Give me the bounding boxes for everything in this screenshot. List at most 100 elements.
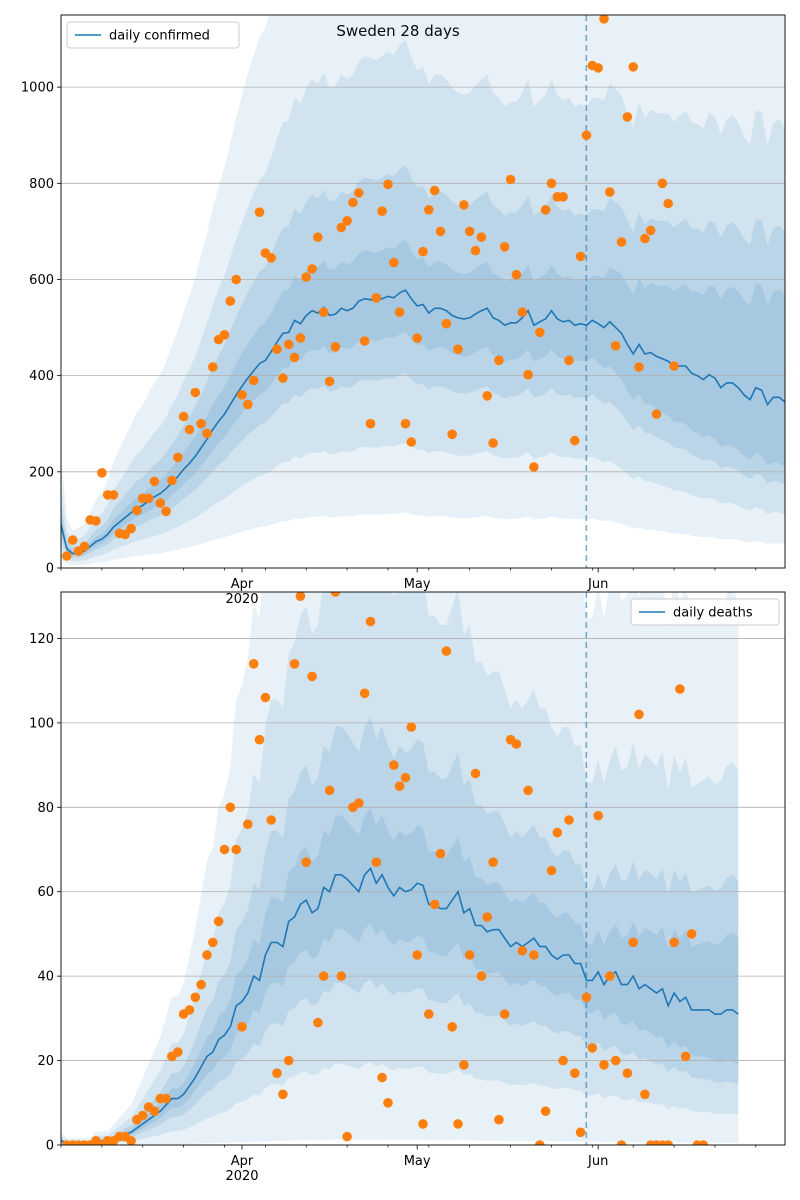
observed-point	[126, 1136, 136, 1145]
observed-point	[266, 815, 277, 825]
uncertainty-band	[61, 165, 785, 558]
observed-point	[605, 971, 615, 981]
observed-point	[108, 490, 119, 500]
plot-area	[61, 15, 785, 568]
observed-point	[254, 734, 265, 745]
observed-point	[330, 592, 341, 597]
observed-point	[301, 857, 312, 867]
observed-point	[313, 1017, 323, 1028]
observed-point	[389, 760, 399, 770]
y-tick-label: 100	[29, 716, 54, 731]
observed-point	[453, 1119, 463, 1129]
observed-point	[62, 551, 72, 561]
observed-point	[412, 333, 423, 343]
observed-point	[581, 992, 592, 1003]
observed-point	[149, 476, 160, 487]
observed-point	[272, 1068, 282, 1078]
axes-frame	[60, 14, 786, 569]
observed-point	[318, 307, 329, 318]
observed-point	[634, 709, 644, 720]
observed-point	[237, 1022, 247, 1032]
observed-point	[266, 252, 277, 263]
observed-point	[610, 1055, 621, 1066]
observed-point	[359, 688, 370, 699]
observed-point	[313, 232, 323, 242]
observed-point	[260, 692, 271, 703]
observed-point	[318, 971, 329, 981]
observed-point	[435, 226, 446, 237]
observed-point	[599, 15, 609, 24]
observed-point	[535, 327, 545, 338]
observed-point	[669, 937, 679, 948]
observed-point	[564, 355, 574, 366]
observed-point	[610, 341, 621, 351]
observed-point	[698, 1140, 709, 1145]
legend-box	[630, 598, 780, 626]
observed-point	[616, 237, 627, 247]
observed-point	[143, 493, 154, 504]
observed-point	[243, 819, 253, 829]
median-line	[61, 289, 785, 555]
observed-point	[283, 1055, 294, 1066]
observed-point	[517, 946, 528, 956]
observed-point	[552, 827, 563, 838]
observed-point	[587, 1043, 598, 1053]
observed-point	[470, 768, 481, 779]
observed-point	[295, 333, 306, 343]
observed-point	[429, 185, 440, 196]
observed-point	[295, 592, 306, 601]
observed-point	[225, 802, 236, 813]
uncertainty-band	[61, 240, 785, 556]
observed-point	[511, 739, 522, 749]
y-tick-label: 800	[29, 177, 54, 192]
observed-point	[651, 409, 662, 419]
observed-point	[540, 205, 551, 215]
y-tick-label: 80	[37, 801, 54, 816]
observed-point	[622, 112, 633, 122]
observed-point	[389, 257, 399, 268]
observed-point	[225, 296, 236, 306]
uncertainty-band	[61, 39, 785, 562]
observed-point	[593, 63, 603, 73]
observed-point	[283, 339, 294, 350]
observed-point	[441, 318, 452, 329]
observed-point	[307, 264, 317, 274]
observed-point	[575, 251, 586, 262]
observed-point	[663, 198, 673, 209]
legend: daily deaths	[630, 598, 780, 626]
legend-label: daily confirmed	[109, 29, 210, 44]
observed-point	[634, 362, 644, 372]
observed-point	[196, 418, 206, 429]
observed-point	[219, 844, 230, 855]
observed-point	[435, 848, 446, 859]
observed-point	[529, 950, 539, 960]
observed-point	[307, 671, 317, 682]
observed-point	[447, 1022, 458, 1032]
uncertainty-band	[61, 592, 739, 1145]
observed-point	[394, 781, 405, 791]
observed-point	[464, 950, 475, 960]
observed-point	[488, 857, 498, 867]
observed-point	[418, 246, 428, 257]
observed-point	[558, 192, 568, 202]
x-tick-label: May	[404, 577, 431, 592]
observed-point	[173, 452, 183, 463]
observed-point	[406, 437, 417, 447]
observed-point	[383, 1098, 393, 1108]
observed-point	[640, 233, 650, 244]
observed-point	[529, 462, 539, 472]
observed-point	[424, 1009, 434, 1019]
observed-point	[564, 815, 574, 825]
observed-point	[231, 274, 241, 285]
observed-point	[640, 1089, 650, 1100]
observed-point	[324, 785, 335, 796]
observed-point	[546, 178, 557, 189]
observed-point	[126, 523, 136, 534]
observed-point	[79, 541, 90, 552]
observed-point	[628, 62, 638, 72]
observed-point	[354, 188, 364, 198]
observed-point	[330, 342, 341, 352]
observed-point	[494, 355, 504, 366]
observed-point	[575, 1127, 586, 1138]
